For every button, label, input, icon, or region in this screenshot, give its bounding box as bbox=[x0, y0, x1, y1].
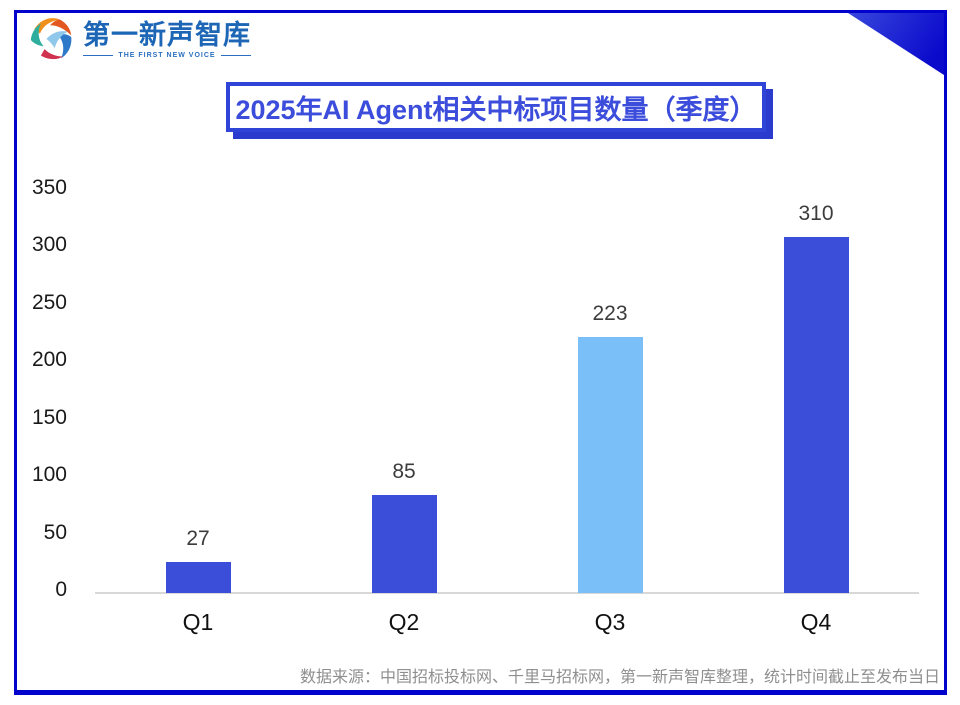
x-tick-label-q1: Q1 bbox=[182, 609, 214, 635]
value-label-q3: 223 bbox=[592, 301, 628, 325]
bar-q3 bbox=[577, 336, 643, 593]
source-note: 数据来源：中国招标投标网、千里马招标网，第一新声智库整理，统计时间截止至发布当日 bbox=[299, 669, 940, 686]
bar-q4 bbox=[783, 236, 849, 593]
bar-q1 bbox=[165, 561, 231, 593]
y-tick-label: 50 bbox=[43, 520, 67, 544]
x-axis-line bbox=[95, 592, 919, 594]
chart-title-box: 2025年AI Agent相关中标项目数量（季度） bbox=[226, 82, 766, 132]
y-tick-label: 250 bbox=[31, 290, 67, 314]
y-tick-label: 200 bbox=[31, 348, 67, 371]
y-tick-label: 150 bbox=[31, 405, 67, 429]
y-tick-label: 300 bbox=[31, 233, 67, 256]
x-tick-label-q3: Q3 bbox=[594, 609, 626, 635]
tagline-left-rule bbox=[83, 54, 114, 56]
x-tick-label-q2: Q2 bbox=[388, 609, 420, 635]
y-tick-label: 100 bbox=[31, 463, 67, 486]
logo-tagline: THE FIRST NEW VOICE bbox=[83, 51, 252, 59]
y-tick-label: 350 bbox=[31, 175, 67, 199]
tagline-text: THE FIRST NEW VOICE bbox=[118, 51, 216, 59]
logo-globe-icon bbox=[28, 16, 74, 62]
value-label-q1: 27 bbox=[186, 526, 210, 550]
logo: 第一新声智库 THE FIRST NEW VOICE bbox=[28, 16, 252, 62]
logo-name: 第一新声智库 bbox=[83, 19, 251, 50]
value-label-q2: 85 bbox=[392, 460, 416, 484]
value-label-q4: 310 bbox=[798, 201, 834, 225]
x-tick-label-q4: Q4 bbox=[800, 609, 832, 635]
y-tick-label: 0 bbox=[55, 578, 67, 601]
tagline-right-rule bbox=[220, 54, 252, 56]
bar-q2 bbox=[371, 495, 437, 593]
chart-title: 2025年AI Agent相关中标项目数量（季度） bbox=[235, 94, 757, 125]
